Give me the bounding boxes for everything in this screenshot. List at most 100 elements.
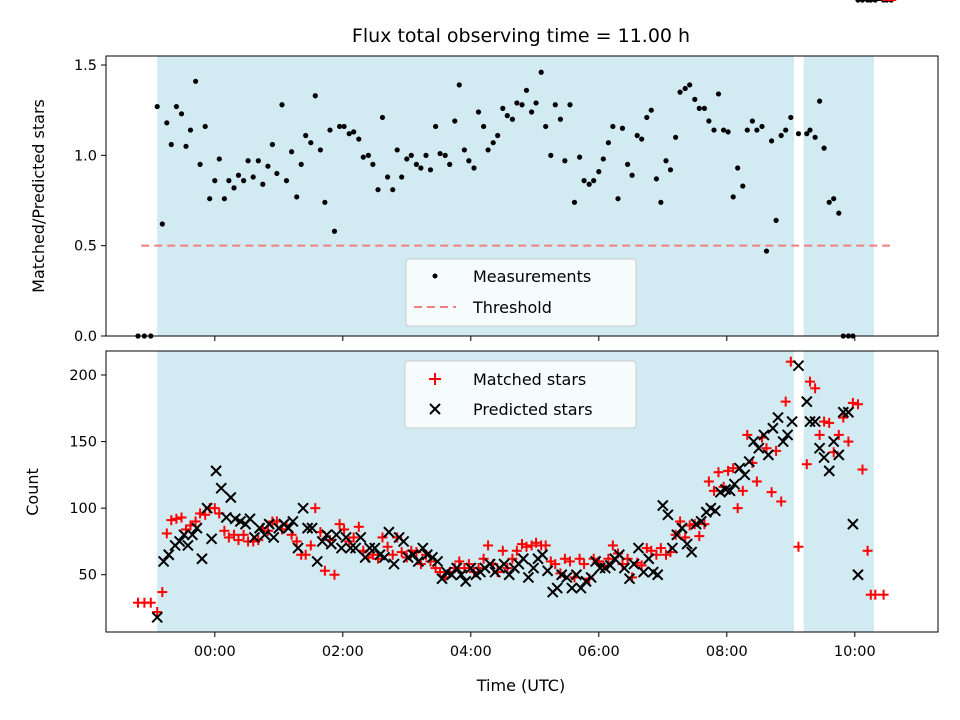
predicted-star-point	[758, 429, 770, 441]
predicted-star-point	[263, 518, 275, 530]
y-tick-label: 100	[69, 501, 97, 517]
predicted-star-point	[344, 542, 357, 554]
measurement-point	[533, 100, 539, 106]
measurement-point	[795, 131, 802, 137]
predicted-star-point	[777, 435, 789, 448]
y-tick-label: 0.0	[74, 329, 97, 345]
measurement-point	[687, 82, 693, 88]
measurement-point	[183, 143, 189, 149]
matched-star-point	[171, 513, 182, 524]
predicted-star-point	[244, 513, 256, 525]
legend-matched-label: Matched stars	[473, 370, 586, 389]
measurement-point	[385, 174, 391, 180]
matched-star-point	[540, 540, 551, 551]
matched-star-point	[709, 485, 719, 496]
measurement-point	[648, 107, 654, 113]
measurement-point	[255, 158, 261, 164]
measurement-point	[360, 154, 366, 160]
matched-star-point	[387, 549, 398, 560]
measurement-point	[591, 178, 597, 184]
measurement-point	[356, 136, 362, 142]
measurement-point	[289, 149, 295, 155]
predicted-star-point	[681, 538, 693, 550]
matched-star-point	[209, 503, 220, 514]
legend-predicted-label: Predicted stars	[473, 400, 593, 419]
top-legend-box	[405, 258, 637, 327]
measurement-point	[581, 178, 587, 184]
matched-star-point	[396, 547, 407, 558]
matched-star-point	[655, 543, 666, 554]
measurement-point	[663, 158, 669, 164]
matched-star-point	[703, 476, 714, 487]
predicted-star-point	[191, 522, 203, 534]
shaded-interval-1	[803, 351, 874, 632]
shaded-interval-1	[803, 56, 874, 336]
measurement-point	[807, 127, 813, 133]
bottom-legend: Matched stars Predicted stars	[404, 360, 637, 429]
predicted-star-point	[182, 539, 194, 552]
matched-star-point	[291, 536, 302, 547]
measurement-point	[331, 228, 338, 234]
matched-star-point	[579, 559, 590, 570]
predicted-star-point	[662, 509, 674, 521]
matched-star-point	[550, 559, 561, 570]
measurement-point	[466, 158, 472, 164]
measurement-point	[202, 123, 208, 130]
measurement-point	[696, 105, 702, 111]
measurement-point	[552, 102, 558, 108]
measurement-point	[543, 123, 549, 130]
predicted-star-point	[301, 522, 314, 534]
matched-star-point	[810, 383, 821, 394]
predicted-star-point	[359, 551, 371, 564]
measurement-point	[725, 129, 731, 135]
measurement-point	[619, 125, 626, 131]
measurement-point	[164, 120, 170, 126]
measurement-point	[351, 129, 357, 135]
predicted-star-point	[311, 555, 323, 568]
matched-star-point	[723, 465, 734, 476]
predicted-star-point	[657, 499, 669, 512]
predicted-star-point	[566, 582, 578, 594]
matched-star-point	[857, 464, 868, 475]
measurement-point	[452, 118, 458, 124]
predicted-star-point	[575, 582, 587, 594]
matched-star-point	[732, 503, 743, 514]
matched-star-point	[805, 376, 815, 387]
measurement-point	[442, 152, 448, 158]
matched-star-point	[152, 607, 163, 618]
measurement-point	[682, 85, 688, 92]
predicted-star-point	[651, 569, 664, 581]
predicted-star-point	[369, 542, 381, 554]
predicted-star-point	[728, 478, 741, 490]
measurement-point	[241, 178, 247, 184]
y-tick-label: 200	[69, 368, 97, 384]
predicted-star-point	[196, 553, 208, 565]
predicted-star-point	[739, 469, 751, 481]
measurement-point	[529, 109, 535, 115]
measurement-point	[427, 167, 434, 173]
predicted-star-point	[561, 571, 573, 584]
predicted-star-point	[536, 549, 549, 561]
predicted-star-point	[355, 531, 367, 544]
measurement-point	[783, 127, 789, 133]
measurement-point	[437, 150, 443, 157]
predicted-star-point	[321, 529, 333, 541]
predicted-star-point	[436, 573, 448, 585]
measurement-point	[769, 138, 775, 144]
predicted-star-point	[297, 502, 309, 514]
predicted-star-point	[733, 462, 746, 474]
matched-star-point	[646, 545, 657, 556]
top-y-axis-label: Matched/Predicted stars	[29, 99, 48, 293]
matched-star-point	[166, 515, 177, 526]
measurement-point	[212, 178, 218, 184]
measurement-point	[418, 165, 424, 171]
measurement-point	[303, 132, 309, 139]
matched-star-point	[833, 429, 844, 440]
predicted-star-point	[767, 422, 779, 434]
predicted-star-point	[205, 533, 218, 545]
measurement-point	[773, 217, 779, 223]
matched-star-point	[607, 540, 618, 551]
matched-star-point	[521, 541, 532, 552]
matched-star-point	[742, 429, 753, 440]
